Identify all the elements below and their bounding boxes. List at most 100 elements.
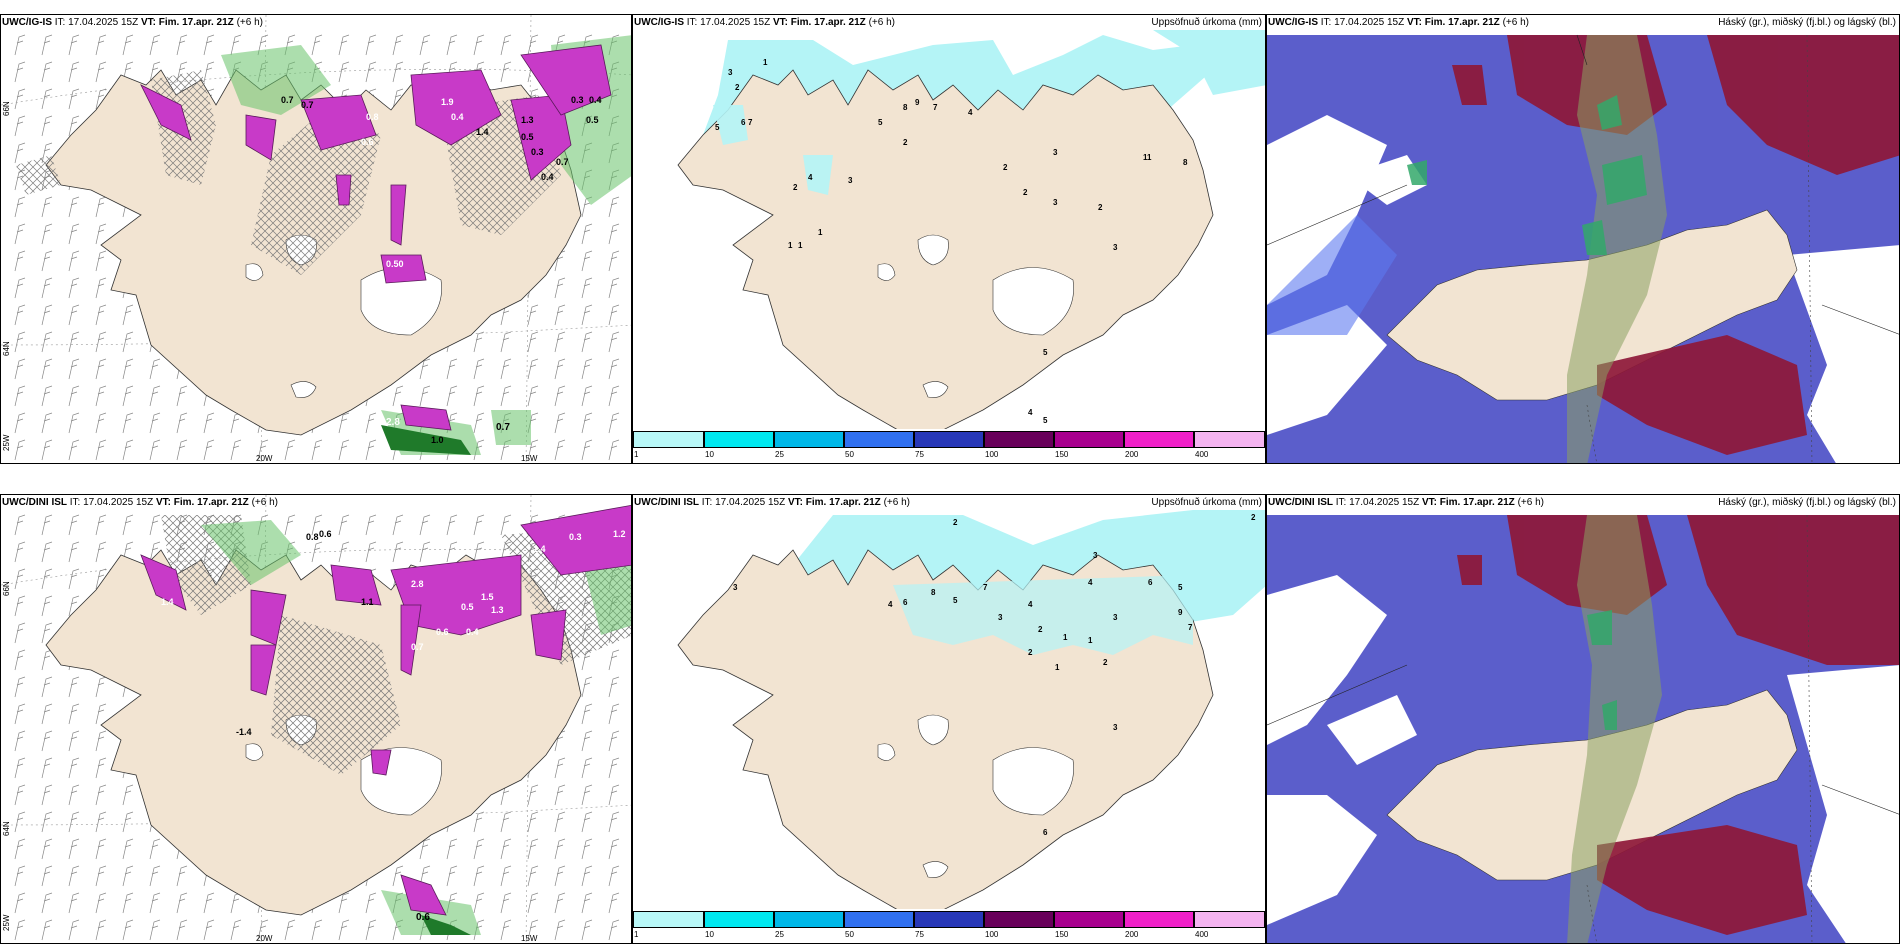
- wind-barb: [95, 838, 107, 860]
- wind-barb: [446, 838, 458, 860]
- legend-box: [774, 911, 844, 928]
- value-label: 6: [1043, 828, 1048, 837]
- wind-barb: [41, 61, 53, 83]
- wind-barb: [122, 811, 134, 833]
- value-label: 1: [1088, 636, 1093, 645]
- wind-barb: [581, 304, 593, 326]
- wind-barb: [554, 865, 566, 887]
- wind-barb: [608, 223, 620, 245]
- value-label: 1.4: [533, 544, 546, 554]
- wind-barb: [14, 838, 26, 860]
- wind-barb: [338, 541, 350, 563]
- panel-iglgis-accum-precip: UWC/IG-IS IT: 17.04.2025 15Z VT: Fim. 17…: [632, 14, 1266, 464]
- wind-barb: [68, 331, 80, 353]
- wind-barb: [14, 676, 26, 698]
- panel-subtitle: Uppsöfnuð úrkoma (mm): [1151, 497, 1262, 508]
- wind-barb: [41, 142, 53, 164]
- wind-barb: [527, 892, 539, 914]
- wind-barb: [68, 676, 80, 698]
- wind-barb: [311, 919, 323, 941]
- legend-box: [914, 431, 984, 448]
- wind-barb: [581, 730, 593, 752]
- wind-barb: [284, 919, 296, 941]
- value-label: 2.8: [386, 417, 400, 428]
- value-label: 1: [818, 228, 823, 237]
- panel-title: UWC/DINI ISL IT: 17.04.2025 15Z VT: Fim.…: [2, 497, 278, 508]
- wind-barb: [527, 358, 539, 380]
- wind-barb: [68, 439, 80, 461]
- rain-heavy-area: [421, 915, 471, 935]
- panel-dini-accum-precip: UWC/DINI ISL IT: 17.04.2025 15Z VT: Fim.…: [632, 494, 1266, 944]
- wind-barb: [473, 811, 485, 833]
- wind-barb: [203, 439, 215, 461]
- clear-area: [1267, 115, 1899, 463]
- wind-barb: [527, 385, 539, 407]
- value-label: 1.9: [441, 97, 454, 107]
- wind-barb: [338, 892, 350, 914]
- panel-subtitle: Háský (gr.), miðský (fj.bl.) og lágský (…: [1718, 17, 1896, 28]
- wind-barb: [527, 304, 539, 326]
- wind-barb: [41, 541, 53, 563]
- legend-box: [914, 911, 984, 928]
- legend-label: 100: [985, 930, 999, 939]
- value-label: 2: [953, 518, 958, 527]
- wind-barb: [365, 412, 377, 434]
- wind-barb: [527, 865, 539, 887]
- value-label: 3: [733, 583, 738, 592]
- wind-barb: [95, 304, 107, 326]
- cloud-map: [1267, 34, 1899, 463]
- wind-barb: [581, 412, 593, 434]
- wind-barb: [500, 892, 512, 914]
- value-labels: 0.8 0.6 0.3 1.2 1.4 2.8 1.1 -1.4 0.7 0.6…: [161, 529, 626, 923]
- wind-barb: [365, 541, 377, 563]
- value-label: 0.7: [556, 157, 569, 167]
- wind-barb: [608, 277, 620, 299]
- legend-box: [1124, 911, 1194, 928]
- value-label: 8: [931, 588, 936, 597]
- value-label: 0.4: [589, 95, 602, 105]
- value-label: 3: [1113, 723, 1118, 732]
- wind-barb: [554, 304, 566, 326]
- value-label: 5: [878, 118, 883, 127]
- wind-barb: [365, 34, 377, 56]
- wind-barb: [41, 514, 53, 536]
- lat-label: 64N: [2, 341, 11, 356]
- cloud-map: [1267, 514, 1899, 943]
- wind-barb: [608, 919, 620, 941]
- wind-barb: [176, 34, 188, 56]
- legend-label: 1: [634, 450, 639, 459]
- wind-barb: [581, 919, 593, 941]
- wind-barb: [581, 703, 593, 725]
- wind-barb: [203, 34, 215, 56]
- value-label: 1.2: [613, 529, 626, 539]
- wind-barb: [608, 649, 620, 671]
- wind-barb: [527, 34, 539, 56]
- wind-barb: [122, 385, 134, 407]
- wind-barb: [230, 892, 242, 914]
- precip-type-map: 0.7 0.7 1.4 0.3 0.4 0.5 1.3 0.5 0.3 0.7 …: [1, 15, 631, 463]
- legend-label: 75: [915, 450, 924, 459]
- value-label: 0.7: [281, 95, 294, 105]
- wind-barb: [581, 223, 593, 245]
- wind-barb: [392, 514, 404, 536]
- wind-barb: [95, 757, 107, 779]
- wind-barb: [68, 412, 80, 434]
- wind-barb: [392, 541, 404, 563]
- wind-barb: [14, 811, 26, 833]
- lon-label: 20W: [256, 934, 273, 943]
- wind-barb: [473, 331, 485, 353]
- wind-barb: [581, 892, 593, 914]
- legend-box: [1054, 431, 1124, 448]
- legend-box: [1054, 911, 1124, 928]
- wind-barb: [68, 541, 80, 563]
- wind-barb: [203, 919, 215, 941]
- wind-barb: [41, 595, 53, 617]
- mid-cloud-area: [1407, 95, 1647, 255]
- panel-dini-precip-type: UWC/DINI ISL IT: 17.04.2025 15Z VT: Fim.…: [0, 494, 632, 944]
- value-label: 0.6: [361, 137, 374, 147]
- glaciers: [877, 714, 1074, 878]
- wind-barb: [122, 304, 134, 326]
- wind-barb: [41, 196, 53, 218]
- wind-barb: [14, 622, 26, 644]
- wind-barb: [392, 88, 404, 110]
